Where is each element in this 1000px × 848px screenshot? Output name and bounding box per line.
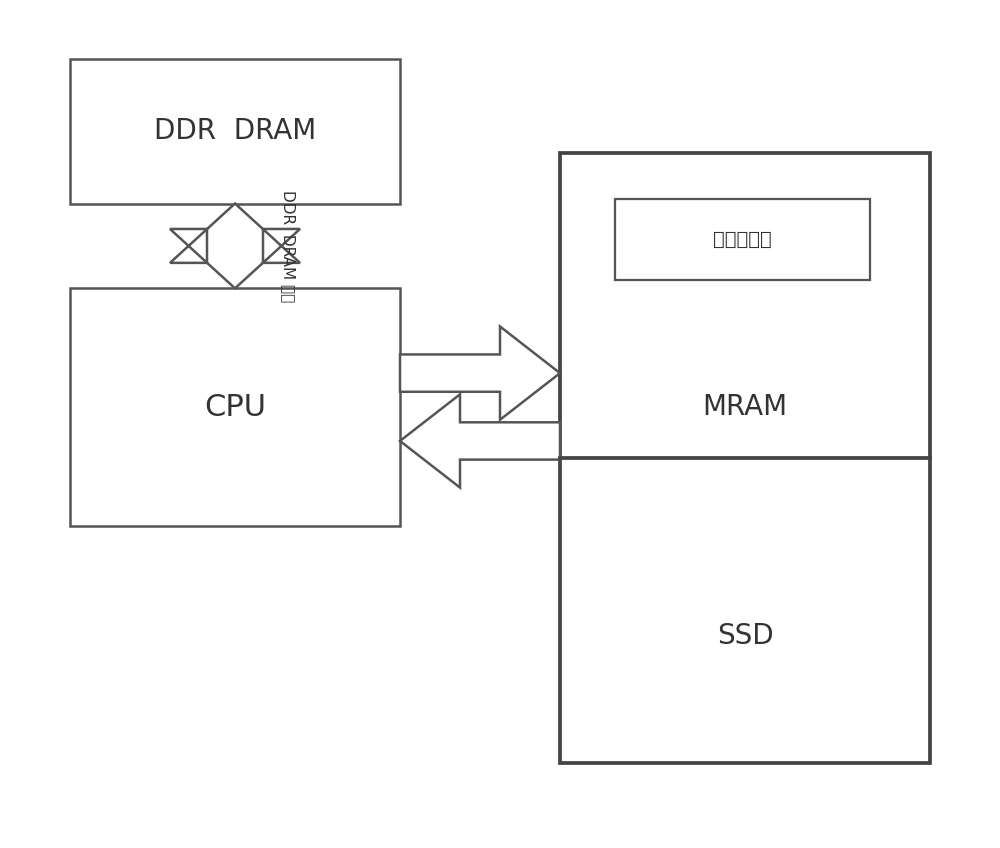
Polygon shape [400, 394, 560, 488]
Text: MRAM: MRAM [702, 393, 788, 421]
Text: 文件存储区: 文件存储区 [713, 230, 772, 249]
Polygon shape [400, 326, 560, 420]
Bar [70, 59, 400, 204]
Text: DDR  DRAM: DDR DRAM [154, 117, 316, 146]
Text: CPU: CPU [204, 393, 266, 421]
Bar [560, 153, 930, 763]
Text: SSD: SSD [717, 622, 773, 650]
Bar [615, 199, 870, 280]
Polygon shape [170, 204, 300, 288]
Bar [70, 288, 400, 526]
Text: DDR  DRAM 接口: DDR DRAM 接口 [281, 190, 296, 302]
